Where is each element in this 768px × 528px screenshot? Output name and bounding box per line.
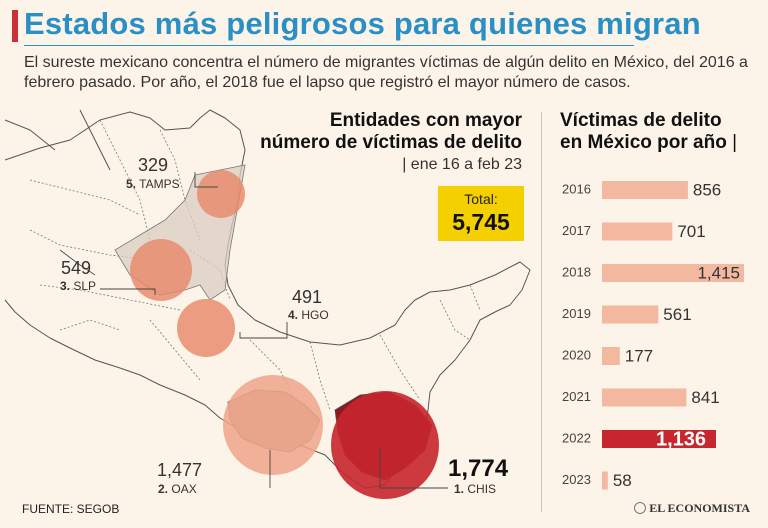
bar-value-label: 1,136: [656, 428, 706, 450]
map-heading-line1: Entidades con mayor: [329, 110, 522, 131]
page-subtitle: El sureste mexicano concentra el número …: [24, 54, 748, 91]
state-label-chis: 1. CHIS: [454, 482, 497, 496]
bar-category-label: 2021: [562, 389, 591, 404]
brand-name: EL ECONOMISTA: [649, 501, 750, 515]
map-heading: Entidades con mayor número de víctimas d…: [260, 110, 522, 176]
bubble-hgo: [177, 299, 235, 357]
state-label-oax: 2. OAX: [158, 482, 197, 496]
panel-divider: [541, 112, 542, 512]
bar-category-label: 2016: [562, 181, 591, 196]
bar-2018: [602, 264, 744, 282]
total-label: Total:: [464, 191, 498, 207]
bar-value-label: 561: [663, 305, 691, 324]
bar-heading-sep: |: [732, 132, 738, 153]
bar-value-label: 856: [693, 180, 721, 199]
page-title: Estados más peligrosos para quienes migr…: [24, 6, 701, 41]
source-note: FUENTE: SEGOB: [22, 502, 120, 516]
bar-heading-line1: Víctimas de delito: [560, 110, 722, 131]
bar-heading-line2-wrap: en México por año |: [560, 132, 737, 154]
bar-category-label: 2017: [562, 223, 591, 238]
bar-heading: Víctimas de delito en México por año |: [560, 110, 737, 154]
bar-2020: [602, 347, 620, 365]
mexico-map: [4, 109, 531, 499]
bar-category-label: 2018: [562, 264, 591, 279]
bar-value-label: 58: [613, 471, 632, 490]
state-value-tamps: 329: [138, 155, 169, 175]
state-label-hgo: 4. HGO: [288, 308, 329, 322]
state-value-slp: 549: [61, 258, 92, 278]
map-heading-sub: | ene 16 a feb 23: [402, 156, 522, 173]
bar-category-label: 2022: [562, 430, 591, 445]
state-value-oax: 1,477: [157, 460, 203, 480]
map-outline: [4, 109, 531, 489]
bubble-slp: [130, 239, 192, 301]
leader-lines: [100, 172, 448, 489]
bubble-oax: [223, 375, 323, 475]
total-value: 5,745: [452, 209, 510, 235]
bar-2022: [602, 430, 717, 448]
bar-2023: [602, 471, 608, 490]
state-label-slp: 3. SLP: [60, 279, 97, 293]
bar-2017: [602, 222, 673, 241]
bar-category-label: 2023: [562, 472, 591, 487]
title-accent-bar: [12, 10, 18, 42]
bar-value-label: 841: [691, 388, 719, 407]
map-heading-line2: número de víctimas de delito: [260, 132, 522, 153]
bar-category-label: 2020: [562, 347, 591, 362]
bar-value-label: 701: [677, 222, 705, 241]
bubble-tamps: [197, 170, 245, 218]
brand-logo: EL ECONOMISTA: [634, 501, 750, 516]
bar-heading-line2: en México por año: [560, 132, 727, 153]
bubble-chis: [331, 391, 439, 499]
bar-2016: [602, 181, 688, 199]
state-label-tamps: 5. TAMPS: [126, 177, 180, 191]
state-value-hgo: 491: [292, 287, 323, 307]
state-value-chis: 1,774: [448, 455, 509, 482]
bar-value-label: 177: [625, 346, 653, 365]
brand-mark-icon: [634, 502, 647, 514]
bar-category-label: 2019: [562, 306, 591, 321]
title-rule: [24, 45, 634, 46]
bar-2021: [602, 388, 687, 407]
total-box: Total: 5,745: [438, 186, 524, 241]
bar-2019: [602, 305, 659, 324]
bar-value-label: 1,415: [697, 263, 740, 282]
